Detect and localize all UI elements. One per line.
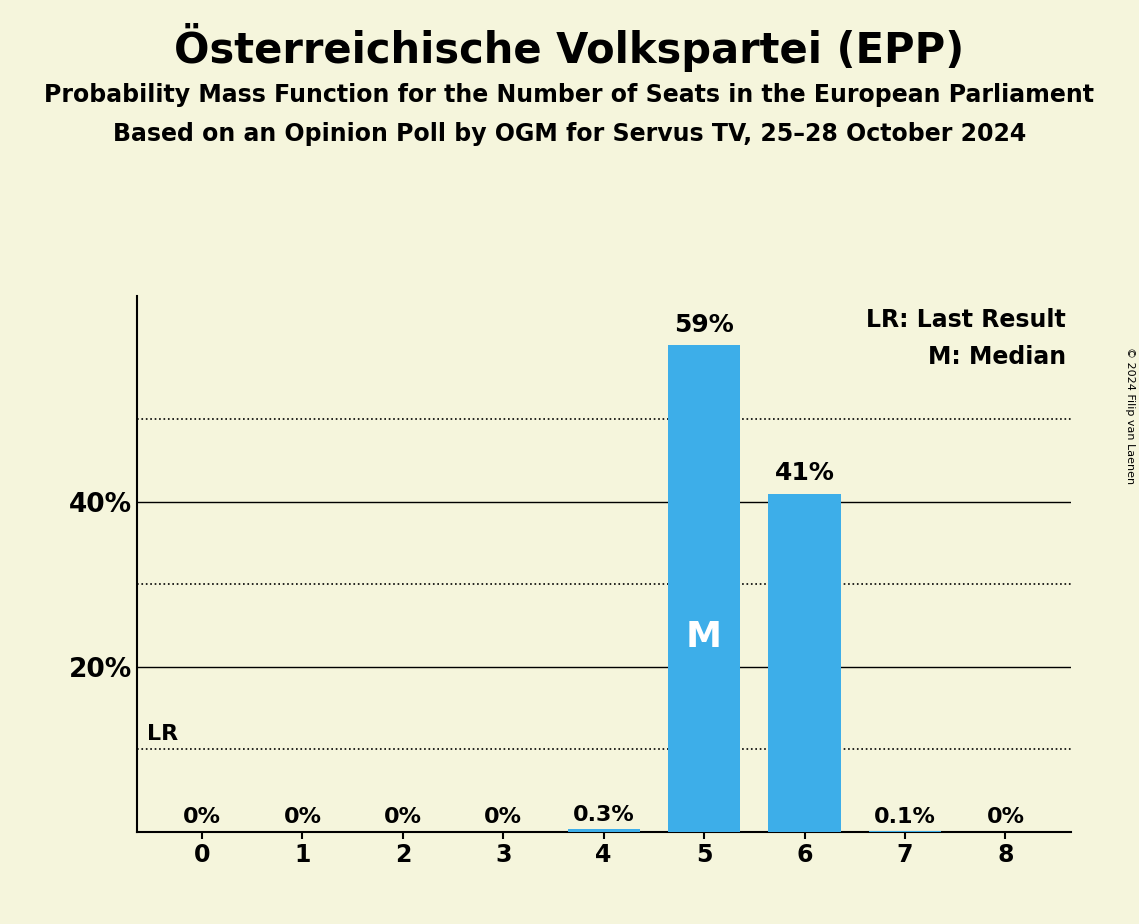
Text: 0%: 0%: [183, 808, 221, 828]
Text: © 2024 Filip van Laenen: © 2024 Filip van Laenen: [1125, 347, 1134, 484]
Bar: [567, 829, 640, 832]
Bar: [769, 493, 841, 832]
Text: Österreichische Volkspartei (EPP): Österreichische Volkspartei (EPP): [174, 23, 965, 72]
Text: 0%: 0%: [484, 808, 523, 828]
Text: Based on an Opinion Poll by OGM for Servus TV, 25–28 October 2024: Based on an Opinion Poll by OGM for Serv…: [113, 122, 1026, 146]
Text: 0.1%: 0.1%: [874, 808, 936, 828]
Text: LR: Last Result: LR: Last Result: [866, 308, 1066, 332]
Text: Probability Mass Function for the Number of Seats in the European Parliament: Probability Mass Function for the Number…: [44, 83, 1095, 107]
Bar: [667, 346, 740, 832]
Text: 0%: 0%: [284, 808, 321, 828]
Text: 0%: 0%: [384, 808, 421, 828]
Text: 0.3%: 0.3%: [573, 805, 634, 825]
Text: 0%: 0%: [986, 808, 1024, 828]
Text: 59%: 59%: [674, 313, 734, 337]
Text: LR: LR: [147, 724, 178, 744]
Text: M: Median: M: Median: [927, 346, 1066, 370]
Text: M: M: [686, 620, 722, 654]
Text: 41%: 41%: [775, 461, 835, 485]
